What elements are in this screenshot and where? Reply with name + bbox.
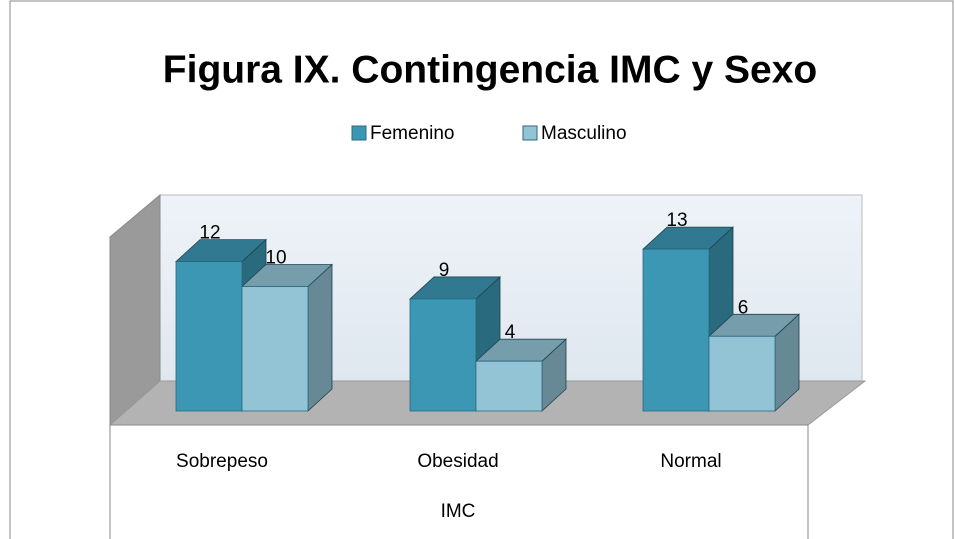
x-tick-label: Obesidad: [417, 451, 498, 472]
legend-swatch: [351, 125, 367, 141]
x-tick-label: Sobrepeso: [176, 451, 268, 472]
bar: [241, 286, 309, 412]
data-label: 6: [738, 297, 749, 318]
x-tick-label: Normal: [660, 451, 721, 472]
data-label: 12: [199, 223, 220, 244]
data-label: 10: [265, 248, 286, 269]
bar: [708, 335, 776, 412]
bar: [475, 360, 543, 412]
x-axis-label: IMC: [441, 501, 476, 522]
bar: [175, 261, 243, 412]
data-label: 13: [666, 210, 687, 231]
legend-label: Femenino: [370, 123, 455, 144]
bar: [642, 248, 710, 412]
legend-label: Masculino: [541, 123, 627, 144]
legend-swatch: [522, 125, 538, 141]
bar: [409, 298, 477, 412]
data-label: 9: [439, 260, 450, 281]
chart-title: Figura IX. Contingencia IMC y Sexo: [163, 48, 817, 91]
data-label: 4: [505, 322, 516, 343]
bar-side: [307, 263, 333, 412]
